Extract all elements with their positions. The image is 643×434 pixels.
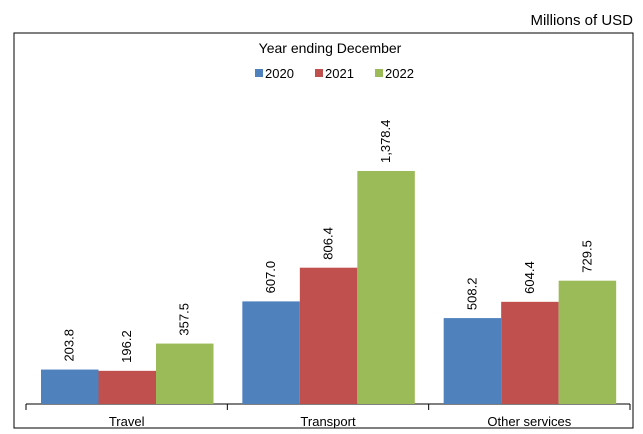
value-label: 604.4: [522, 261, 537, 294]
legend-label: 2021: [325, 66, 354, 81]
bar: [558, 280, 617, 404]
legend-title: Year ending December: [259, 40, 402, 56]
value-label: 729.5: [579, 240, 594, 273]
bar: [299, 267, 358, 404]
value-label: 1,378.4: [378, 120, 393, 163]
value-label: 508.2: [464, 278, 479, 311]
legend-swatch: [375, 69, 383, 77]
value-label: 357.5: [177, 303, 192, 336]
legend-label: 2020: [265, 66, 294, 81]
unit-label: Millions of USD: [530, 12, 633, 29]
bar: [41, 369, 99, 404]
legend-label: 2022: [385, 66, 414, 81]
value-label: 806.4: [321, 227, 336, 260]
legend-swatch: [315, 69, 323, 77]
bar: [443, 318, 502, 404]
bar: [501, 301, 559, 404]
x-tick-label: Transport: [300, 414, 356, 429]
legend-swatch: [255, 69, 263, 77]
value-label: 196.2: [119, 330, 134, 363]
bar: [98, 370, 156, 404]
bar: [156, 343, 214, 404]
x-tick-label: Other services: [487, 414, 571, 429]
value-label: 203.8: [62, 329, 77, 362]
x-tick-label: Travel: [109, 414, 145, 429]
bar: [357, 171, 415, 404]
bar: [242, 301, 300, 404]
value-label: 607.0: [263, 261, 278, 294]
chart-frame: [13, 32, 634, 429]
